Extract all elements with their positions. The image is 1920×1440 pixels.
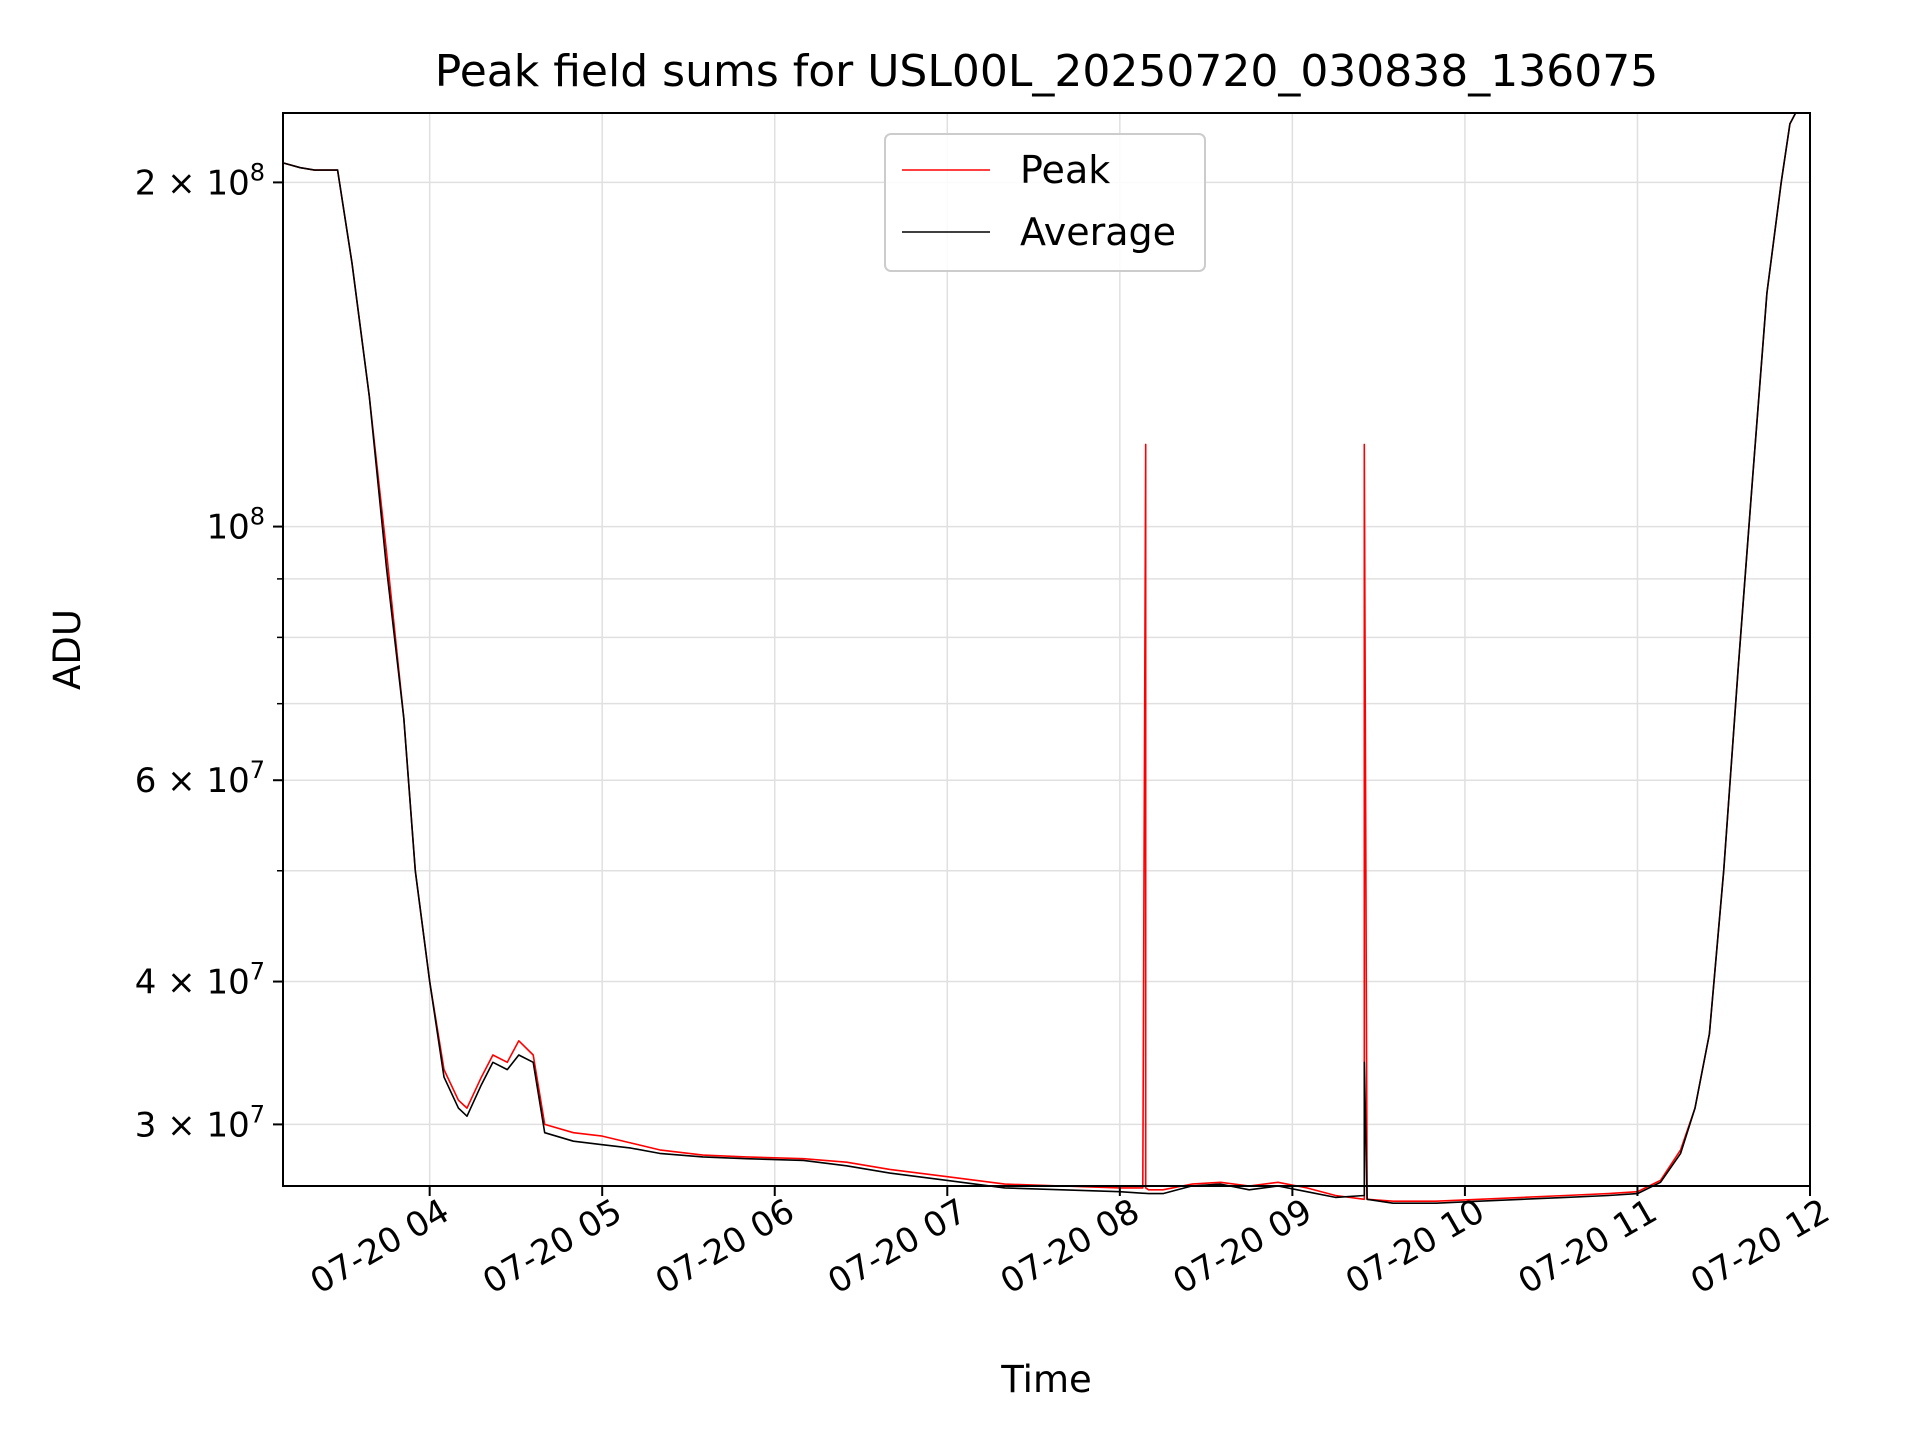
series-line-average (282, 112, 1797, 1204)
x-tick-label: 07-20 05 (476, 1191, 628, 1302)
y-tick-label: 6 × 107 (135, 756, 265, 801)
y-tick-label: 4 × 107 (135, 958, 265, 1003)
series-line-peak (282, 112, 1797, 1202)
legend-label-average: Average (1020, 210, 1176, 254)
y-tick-label: 108 (206, 503, 265, 548)
x-tick-label: 07-20 09 (1166, 1191, 1318, 1302)
x-tick-label: 07-20 04 (304, 1191, 456, 1302)
y-tick-label: 3 × 107 (135, 1100, 265, 1145)
legend-box (884, 133, 1206, 272)
legend: Peak Average (884, 133, 1206, 272)
y-axis-title: ADU (46, 609, 89, 690)
x-axis-title: Time (1000, 1358, 1092, 1401)
x-tick-label: 07-20 10 (1339, 1191, 1491, 1302)
chart-title: Peak field sums for USL00L_20250720_0308… (435, 46, 1659, 97)
x-tick-label: 07-20 06 (649, 1191, 801, 1302)
y-tick-label: 2 × 108 (135, 158, 265, 203)
x-tick-label: 07-20 12 (1684, 1191, 1836, 1302)
x-tick-label: 07-20 07 (821, 1191, 973, 1302)
plot-frame (282, 112, 1811, 1187)
legend-label-peak: Peak (1020, 148, 1110, 192)
x-tick-label: 07-20 11 (1512, 1191, 1664, 1302)
x-tick-label: 07-20 08 (994, 1191, 1146, 1302)
